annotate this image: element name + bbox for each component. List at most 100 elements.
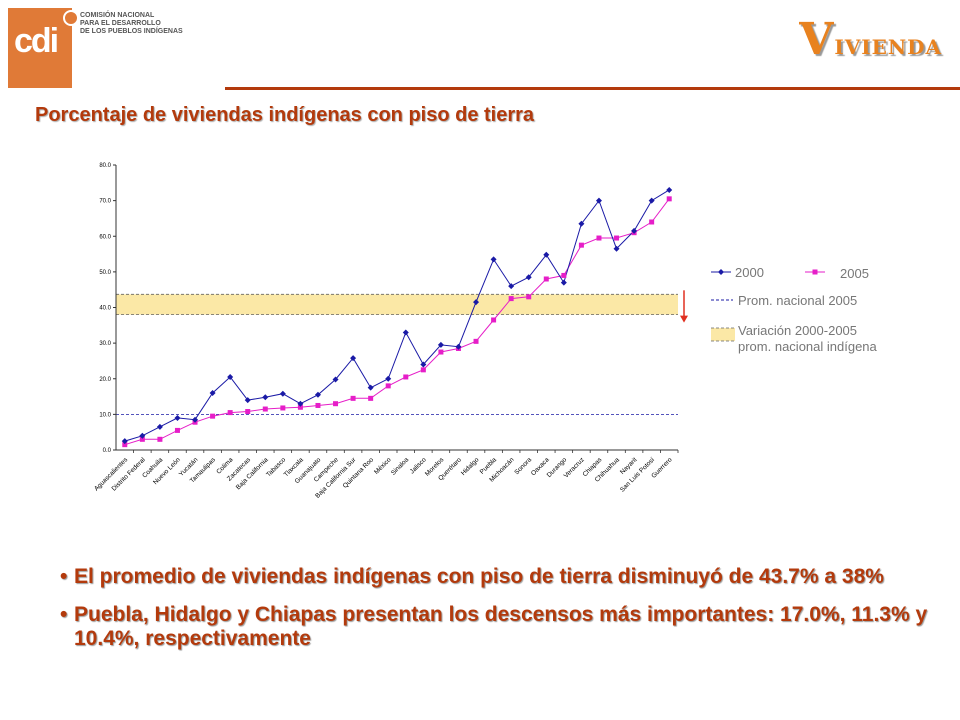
cdi-logo-dot: [63, 10, 79, 26]
legend-prom-label: Prom. nacional 2005: [738, 293, 857, 308]
section-title-rest: IVIENDA: [834, 35, 942, 59]
series-2005-point: [614, 235, 620, 241]
bullet-item: • El promedio de viviendas indígenas con…: [60, 565, 940, 589]
legend-2000-label: 2000: [735, 265, 764, 280]
legend-variation-label-line2: prom. nacional indígena: [738, 339, 878, 354]
series-2000-point: [279, 390, 286, 397]
series-2000-point: [508, 283, 515, 290]
series-2000-point: [350, 355, 357, 362]
bullet-text: Puebla, Hidalgo y Chiapas presentan los …: [74, 603, 928, 650]
series-2005-point: [438, 349, 444, 355]
series-2000-point: [121, 438, 128, 445]
series-2005-point: [350, 395, 356, 401]
bullet-mark: •: [60, 565, 68, 588]
organization-name: COMISIÓN NACIONAL PARA EL DESARROLLO DE …: [80, 12, 183, 36]
org-name-line: PARA EL DESARROLLO: [80, 20, 161, 27]
series-2005-line: [124, 198, 670, 446]
section-title: VIVIENDA: [799, 14, 942, 65]
y-tick-label: 20.0: [99, 377, 111, 383]
series-2000-point: [437, 341, 444, 348]
series-2000-point: [578, 220, 585, 227]
bullet-item: • Puebla, Hidalgo y Chiapas presentan lo…: [60, 603, 940, 651]
series-2000-point: [613, 245, 620, 252]
org-name-line: DE LOS PUEBLOS INDÍGENAS: [80, 28, 183, 35]
series-2000-point: [192, 416, 199, 423]
series-2000-point: [297, 400, 304, 407]
bullet-mark: •: [60, 603, 68, 626]
variation-band: [116, 294, 678, 315]
series-2005-point: [280, 405, 286, 411]
series-2000-point: [244, 397, 251, 404]
series-2000-point: [595, 197, 602, 204]
series-2000-point: [332, 376, 339, 383]
series-2000-point: [666, 186, 673, 193]
series-2000-point: [262, 394, 269, 401]
y-tick-label: 50.0: [99, 270, 111, 276]
series-2005-point: [508, 296, 514, 302]
decrease-arrow-head: [680, 315, 688, 323]
bullet-list: • El promedio de viviendas indígenas con…: [60, 565, 940, 665]
legend-variation-label-line1: Variación 2000-2005: [738, 323, 857, 338]
series-2005-point: [333, 401, 339, 407]
series-2000-point: [314, 391, 321, 398]
series-2005-point: [561, 272, 567, 278]
legend-band-swatch: [711, 328, 735, 341]
series-2000-point: [209, 390, 216, 396]
series-2005-point: [543, 276, 549, 282]
header-divider: [225, 87, 960, 90]
legend-2000-marker: [718, 269, 724, 275]
series-2005-point: [139, 436, 145, 442]
series-2000-point: [560, 279, 567, 286]
series-2005-point: [297, 404, 303, 410]
series-2000-point: [402, 329, 409, 336]
series-2005-point: [227, 410, 233, 416]
series-2005-point: [210, 413, 216, 419]
series-2005-point: [420, 367, 426, 373]
line-chart: 0.010.020.030.040.050.060.070.080.0Aguas…: [93, 163, 878, 500]
series-2000-point: [525, 274, 532, 281]
series-2000-point: [139, 432, 146, 439]
series-2000-point: [490, 256, 497, 263]
series-2005-point: [578, 242, 584, 248]
cdi-logo: [8, 8, 72, 88]
series-2005-point: [649, 219, 655, 225]
series-2000-point: [367, 384, 374, 391]
series-2000-point: [385, 375, 392, 382]
series-2000-point: [156, 423, 163, 430]
series-2000-point: [227, 373, 234, 380]
series-2005-point: [491, 317, 497, 323]
series-2005-point: [122, 442, 128, 448]
series-2005-point: [526, 294, 532, 300]
y-tick-label: 40.0: [99, 306, 111, 312]
series-2005-point: [473, 338, 479, 344]
y-tick-label: 60.0: [99, 234, 111, 240]
cdi-logo-text: cdi: [14, 22, 59, 60]
series-2000-point: [631, 227, 638, 234]
section-title-initial: V: [799, 14, 835, 65]
org-name-line: COMISIÓN NACIONAL: [80, 12, 155, 19]
page-title: Porcentaje de viviendas indígenas con pi…: [35, 104, 535, 126]
y-tick-label: 80.0: [99, 163, 111, 169]
legend-2005-label: 2005: [840, 266, 869, 281]
y-tick-label: 0.0: [103, 448, 112, 454]
series-2000-point: [648, 197, 655, 204]
series-2005-point: [174, 427, 180, 433]
bullet-text: El promedio de viviendas indígenas con p…: [74, 565, 884, 588]
y-tick-label: 10.0: [99, 412, 111, 418]
series-2005-point: [666, 196, 672, 202]
series-2005-point: [403, 374, 409, 380]
series-2005-point: [245, 409, 251, 415]
series-2005-point: [385, 383, 391, 389]
series-2000-point: [473, 299, 480, 306]
legend-2005-marker: [812, 269, 818, 275]
series-2000-point: [543, 251, 550, 258]
y-tick-label: 30.0: [99, 341, 111, 347]
x-tick-label: Hidalgo: [460, 456, 481, 477]
series-2005-point: [368, 395, 374, 401]
series-2005-point: [262, 406, 268, 412]
series-2000-point: [455, 343, 462, 350]
series-2005-point: [157, 436, 163, 442]
series-2000-point: [420, 361, 427, 368]
y-tick-label: 70.0: [99, 199, 111, 205]
x-tick-label: Sinaloa: [390, 456, 411, 477]
